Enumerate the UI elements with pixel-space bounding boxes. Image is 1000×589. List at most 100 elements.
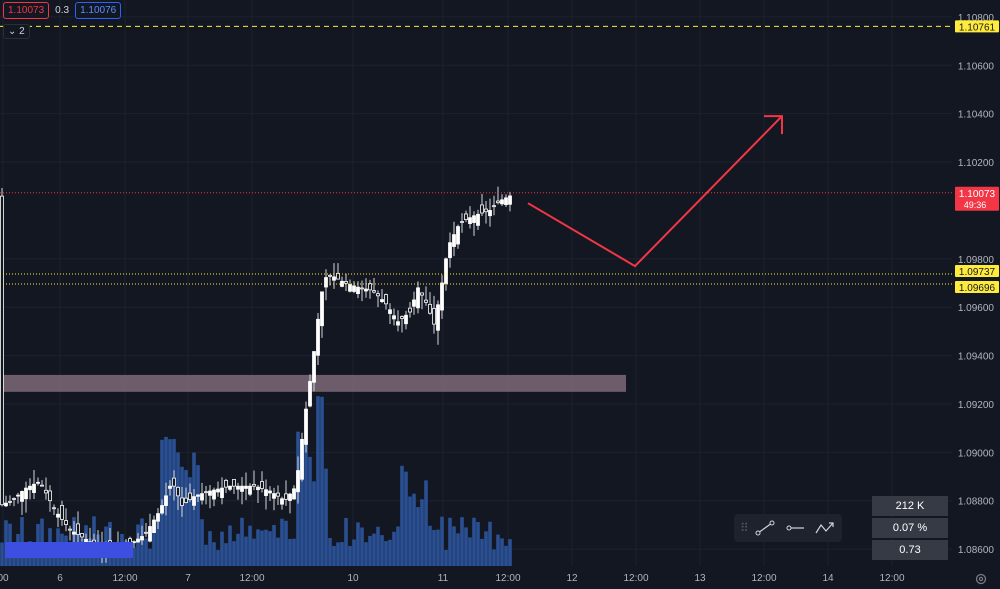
- time-tick: 6: [57, 573, 63, 584]
- candle-body: [48, 490, 52, 502]
- candle-body: [480, 204, 484, 214]
- volume-bar: [216, 550, 220, 566]
- candle-body: [412, 299, 416, 307]
- highlight-box[interactable]: [5, 542, 133, 558]
- volume-stat: 212 K: [872, 496, 948, 516]
- candle-body: [8, 500, 12, 503]
- volume-bar: [388, 539, 392, 566]
- candle-body: [136, 538, 140, 543]
- candle-body: [212, 489, 216, 500]
- horizontal-lines[interactable]: [0, 25, 952, 285]
- support-zone[interactable]: [0, 374, 626, 392]
- volume-bars: [0, 396, 512, 566]
- arrow-path[interactable]: [527, 115, 783, 268]
- candle-body: [284, 493, 288, 500]
- candle-body: [172, 477, 176, 487]
- volume-bar: [172, 438, 176, 566]
- buy-price-button[interactable]: 1.10076: [75, 2, 122, 19]
- candle-body: [396, 321, 400, 326]
- candle-body: [240, 485, 244, 492]
- candle-body: [492, 205, 496, 208]
- drag-grip-icon[interactable]: ⠿: [740, 521, 749, 535]
- indicator-count-toggle[interactable]: ⌄ 2: [3, 24, 30, 39]
- arrow-head[interactable]: [764, 115, 783, 135]
- price-label[interactable]: 1.10761: [955, 20, 999, 33]
- candle-body: [216, 488, 220, 493]
- price-label-bg: [955, 186, 999, 211]
- candle-body: [324, 277, 328, 288]
- volume-bar: [300, 452, 304, 566]
- volume-bar: [444, 549, 448, 566]
- candle-body: [452, 234, 456, 247]
- candle-body: [408, 307, 412, 313]
- candle-body: [280, 498, 284, 505]
- candle-body: [272, 493, 276, 499]
- price-label[interactable]: 1.09696: [955, 280, 999, 294]
- candle-body: [440, 282, 444, 311]
- candle-body: [140, 536, 144, 541]
- indicator-count: 2: [19, 26, 25, 37]
- volume-bar: [264, 529, 268, 566]
- time-axis[interactable]: 00 6 12:00 7 12:00 10 11 12:00 12 12:00 13 12:00 14 1…: [0, 573, 905, 584]
- candle-body: [356, 286, 360, 295]
- volume-bar: [244, 536, 248, 566]
- candle-body: [0, 195, 4, 506]
- candle-body: [188, 492, 192, 500]
- projection-arrow[interactable]: [527, 115, 783, 268]
- volume-bar: [424, 480, 428, 566]
- candle-body: [288, 493, 292, 501]
- candle-body: [224, 479, 228, 488]
- support-zone-rect[interactable]: [0, 374, 626, 392]
- path-icon[interactable]: [814, 518, 836, 538]
- candle-body: [256, 486, 260, 491]
- price-axis[interactable]: 1.10800 1.10600 1.10400 1.10200 1.09800 1.096…: [955, 13, 999, 556]
- drawing-toolbar: ⠿: [734, 514, 842, 542]
- sell-price-button[interactable]: 1.10073: [3, 2, 50, 19]
- candle-body: [292, 488, 296, 500]
- volume-bar: [496, 534, 500, 566]
- candle-body: [456, 226, 460, 245]
- candle-body: [68, 528, 72, 531]
- volume-bar: [460, 517, 464, 566]
- candle-body: [348, 284, 352, 292]
- candle-body: [156, 513, 160, 522]
- volume-bar: [252, 538, 256, 566]
- volume-bar: [332, 545, 336, 566]
- time-tick: 11: [438, 573, 449, 584]
- volume-bar: [292, 538, 296, 566]
- candle-body: [244, 485, 248, 489]
- volume-bar: [348, 545, 352, 566]
- horizontal-ray-icon[interactable]: [784, 518, 806, 538]
- candle-body: [332, 276, 336, 281]
- candle-body: [164, 495, 168, 506]
- trendline-icon[interactable]: [754, 518, 776, 538]
- volume-bar: [492, 549, 496, 566]
- volume-bar: [272, 524, 276, 566]
- price-tick: 1.09600: [958, 303, 995, 314]
- candle-body: [416, 287, 420, 309]
- volume-bar: [340, 542, 344, 566]
- candle-body: [264, 489, 268, 496]
- price-label[interactable]: 1.09737: [955, 265, 999, 278]
- volume-bar: [412, 493, 416, 566]
- gear-icon[interactable]: [974, 572, 988, 586]
- volume-bar: [248, 525, 252, 566]
- candle-body: [144, 531, 148, 534]
- volume-bar: [484, 531, 488, 566]
- volume-bar: [372, 533, 376, 566]
- candle-body: [312, 351, 316, 383]
- candle-body: [168, 485, 172, 489]
- candle-body: [16, 494, 20, 497]
- volume-bar: [508, 539, 512, 566]
- candle-body: [388, 309, 392, 314]
- stats-panel: 212 K 0.07 % 0.73: [872, 496, 948, 562]
- candle-body: [200, 493, 204, 501]
- volume-bar: [304, 442, 308, 566]
- time-tick: 12:00: [239, 573, 264, 584]
- volume-bar: [212, 542, 216, 566]
- price-label-bg: [955, 265, 999, 278]
- volume-bar: [200, 519, 204, 566]
- candle-body: [192, 496, 196, 506]
